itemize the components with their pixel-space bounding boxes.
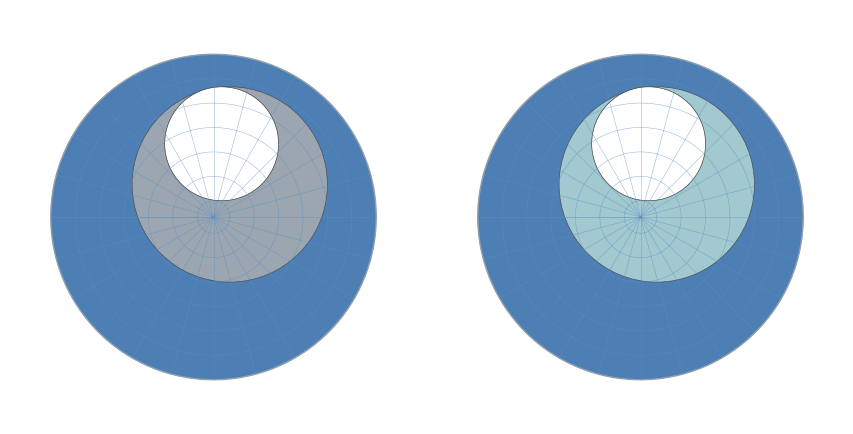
- Circle shape: [132, 87, 327, 282]
- Circle shape: [559, 87, 753, 282]
- Circle shape: [591, 87, 705, 201]
- Circle shape: [165, 87, 278, 201]
- Circle shape: [477, 54, 803, 380]
- Circle shape: [50, 54, 376, 380]
